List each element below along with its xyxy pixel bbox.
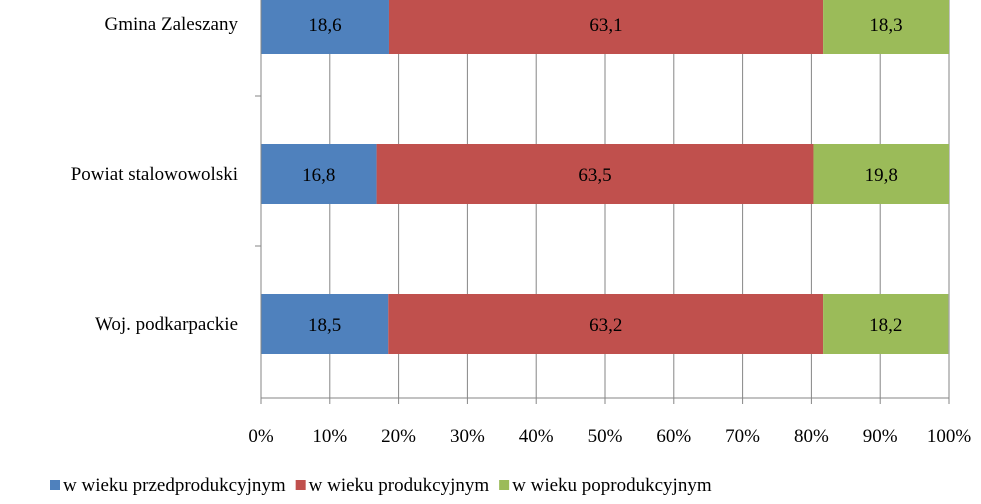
bar-segment xyxy=(376,144,814,204)
category-label: Gmina Zaleszany xyxy=(105,14,239,35)
legend-swatch xyxy=(50,480,60,490)
bar-segment xyxy=(261,0,389,54)
data-label: 19,8 xyxy=(865,165,898,186)
x-tick-label: 10% xyxy=(312,426,347,447)
x-tick-label: 100% xyxy=(927,426,972,447)
x-tick-label: 80% xyxy=(794,426,829,447)
x-tick-label: 0% xyxy=(248,426,274,447)
data-label: 18,3 xyxy=(869,15,902,36)
legend-swatch xyxy=(499,480,510,490)
legend-label: w wieku produkcyjnym xyxy=(309,475,490,496)
data-label: 18,6 xyxy=(308,15,341,36)
x-tick-label: 30% xyxy=(450,426,485,447)
bar-segments xyxy=(261,0,949,354)
x-tick-label: 40% xyxy=(519,426,554,447)
x-tick-label: 60% xyxy=(656,426,691,447)
x-tick-label: 50% xyxy=(588,426,623,447)
x-tick-label: 70% xyxy=(725,426,760,447)
data-labels: 18,6 63,1 18,3 16,8 63,5 19,8 18,5 63,2 18,2 xyxy=(302,15,903,336)
bar-segment xyxy=(823,294,949,354)
bar-segment xyxy=(823,0,949,54)
bar-segment xyxy=(388,294,824,354)
data-label: 18,2 xyxy=(869,315,902,336)
bar-segment xyxy=(388,0,824,54)
bar-segment xyxy=(261,144,377,204)
data-label: 63,5 xyxy=(578,165,611,186)
legend-swatch xyxy=(295,480,306,490)
bar-segment xyxy=(261,294,389,354)
x-tick-labels: 0% 10% 20% 30% 40% 50% 60% 70% 80% 90% 100% xyxy=(248,426,971,447)
legend-label: w wieku poprodukcyjnym xyxy=(512,475,712,496)
axes xyxy=(255,0,950,404)
category-labels: Gmina Zaleszany Powiat stalowowolski Woj. … xyxy=(71,14,239,335)
x-tick-label: 90% xyxy=(863,426,898,447)
x-tick-label: 20% xyxy=(381,426,416,447)
bar-segment xyxy=(813,144,949,204)
data-label: 63,1 xyxy=(589,15,622,36)
legend: w wieku przedprodukcyjnym w wieku produkc… xyxy=(50,475,712,496)
category-label: Powiat stalowowolski xyxy=(71,164,238,185)
legend-label: w wieku przedprodukcyjnym xyxy=(63,475,286,496)
category-label: Woj. podkarpackie xyxy=(95,314,238,335)
data-label: 16,8 xyxy=(302,165,335,186)
data-label: 18,5 xyxy=(308,315,341,336)
data-label: 63,2 xyxy=(589,315,622,336)
